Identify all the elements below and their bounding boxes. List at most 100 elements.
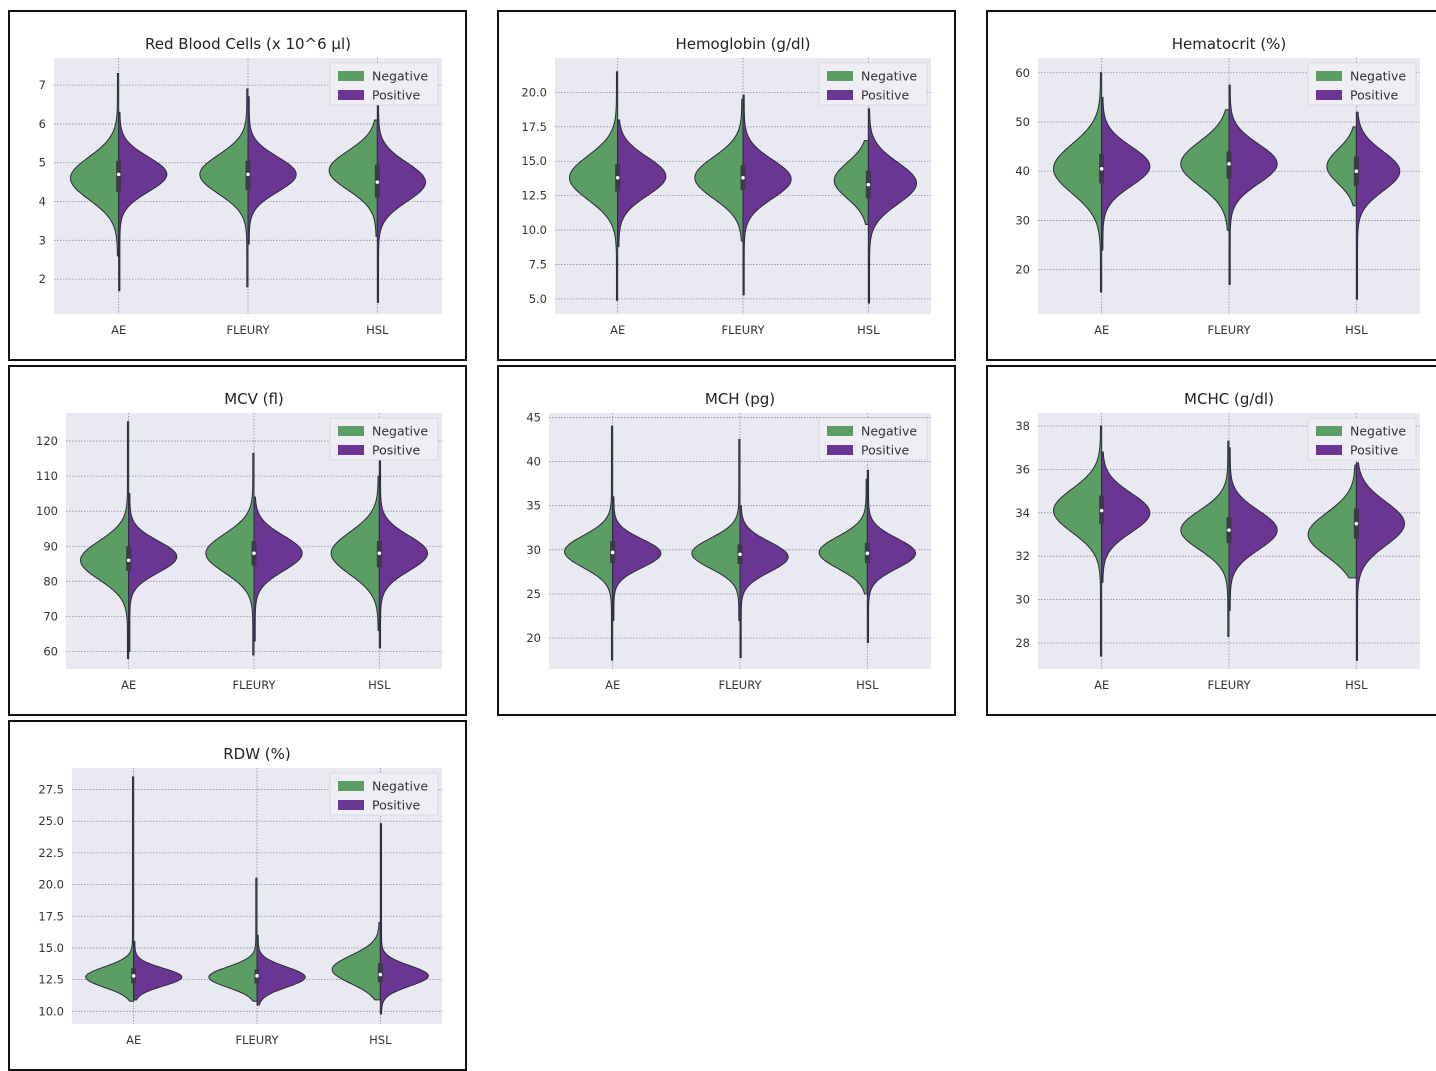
y-tick-label: 100 [36,504,58,518]
y-tick-label: 20 [1015,263,1030,277]
violin-positive-hsl [378,459,428,649]
chart-rdw: RDW (%) 10.0 12.5 15.0 17.5 20.0 22.5 25.0 27.5 A… [38,745,442,1047]
median-marker [1354,169,1359,174]
violin-negative-fleury [199,88,249,288]
median-marker [610,550,615,555]
legend-swatch-negative [827,426,853,436]
y-tick-label: 15.0 [38,941,64,955]
y-tick-label: 20.0 [38,878,64,892]
legend-label-negative: Negative [861,424,917,439]
x-tick-label: FLEURY [227,323,271,337]
legend-label-positive: Positive [1350,443,1398,458]
median-marker [131,974,136,978]
y-tick-label: 30 [1015,593,1030,607]
x-tick-label: HSL [366,323,389,337]
legend-label-negative: Negative [372,424,428,439]
y-tick-label: 38 [1015,419,1030,433]
chart-title: MCHC (g/dl) [1184,390,1274,408]
median-marker [615,175,620,180]
y-tick-label: 5.0 [529,292,547,306]
legend-swatch-positive [1316,445,1342,455]
quartile-box [377,963,383,983]
x-tick-label: HSL [857,323,880,337]
violin-negative-ae [568,71,619,301]
y-tick-label: 35 [526,499,541,513]
legend-swatch-negative [338,71,364,81]
chart-panel-rbc: Red Blood Cells (x 10^6 µl) 2 3 4 5 6 7 AE FLEUR… [8,10,467,361]
y-tick-label: 20 [526,631,541,645]
y-tick-label: 22.5 [38,846,64,860]
y-tick-label: 17.5 [38,909,64,923]
median-marker [866,182,871,187]
violin-positive-fleury [247,96,297,245]
violin-negative-fleury [1180,440,1230,637]
violin-positive-ae [1101,451,1151,583]
median-marker [738,552,742,557]
median-marker [255,974,259,978]
legend-swatch-positive [1316,90,1342,100]
violin-positive-hsl [866,469,916,644]
median-marker [1354,521,1359,526]
median-marker [116,172,121,177]
median-marker [246,172,250,177]
median-marker [375,180,380,184]
x-tick-label: AE [605,678,620,692]
legend-label-positive: Positive [861,88,909,103]
median-marker [1227,528,1231,532]
median-marker [126,558,131,563]
chart-title: RDW (%) [223,745,291,763]
legend-swatch-positive [827,445,853,455]
chart-title: MCV (fl) [224,390,284,408]
y-tick-label: 70 [43,609,58,623]
median-marker [377,551,382,556]
y-tick-label: 10.0 [521,223,547,237]
legend-label-positive: Positive [861,443,909,458]
x-tick-label: AE [126,1033,141,1047]
legend-label-negative: Negative [1350,69,1406,84]
violin-negative-ae [80,421,130,659]
chart-panel-mcv: MCV (fl) 60 70 80 90 100 110 120 AE FLEURY HSL Nega… [8,365,467,716]
y-tick-label: 12.5 [521,189,547,203]
y-tick-label: 7 [39,78,46,92]
legend-label-positive: Positive [372,798,420,813]
violin-positive-hsl [376,104,427,303]
chart-panel-mch: MCH (pg) 20 25 30 35 40 45 AE FLEURY HSL Negative P… [497,365,956,716]
legend-swatch-negative [338,426,364,436]
y-tick-label: 40 [526,455,541,469]
legend-swatch-negative [1316,71,1342,81]
violin-positive-ae [118,111,168,292]
chart-title: Hemoglobin (g/dl) [675,35,810,53]
legend-swatch-negative [827,71,853,81]
legend-swatch-positive [338,90,364,100]
median-marker [1227,162,1231,166]
y-tick-label: 25 [526,587,541,601]
x-tick-label: FLEURY [1208,323,1252,337]
violin-positive-hsl [867,108,917,304]
x-tick-label: FLEURY [233,678,277,692]
violin-positive-ae [128,493,178,652]
violin-positive-hsl [1355,462,1406,661]
violin-negative-fleury [1180,109,1230,231]
violin-positive-ae [617,119,667,248]
x-tick-label: HSL [1345,678,1368,692]
violin-positive-hsl [379,823,430,1015]
violin-negative-hsl [818,478,868,595]
y-tick-label: 110 [36,469,58,483]
y-tick-label: 20.0 [521,85,547,99]
legend-label-positive: Positive [372,88,420,103]
legend-label-negative: Negative [372,779,428,794]
violin-positive-ae [1101,96,1151,251]
median-marker [1099,166,1104,171]
chart-hemoglobin: Hemoglobin (g/dl) 5.0 7.5 10.0 12.5 15.0 17.5 2… [521,35,931,337]
y-tick-label: 30 [526,543,541,557]
legend-label-negative: Negative [1350,424,1406,439]
y-tick-label: 34 [1015,506,1030,520]
violin-negative-hsl [1326,126,1357,207]
chart-panel-hemoglobin: Hemoglobin (g/dl) 5.0 7.5 10.0 12.5 15.0 17.5 2… [497,10,956,361]
violin-positive-hsl [1355,111,1401,300]
violin-negative-hsl [1307,464,1357,579]
x-tick-label: AE [1094,323,1109,337]
violin-positive-fleury [256,934,306,1006]
chart-mchc: MCHC (g/dl) 28 30 32 34 36 38 AE FLEURY HSL Negati… [1015,390,1420,692]
chart-panel-mchc: MCHC (g/dl) 28 30 32 34 36 38 AE FLEURY HSL Negati… [986,365,1436,716]
